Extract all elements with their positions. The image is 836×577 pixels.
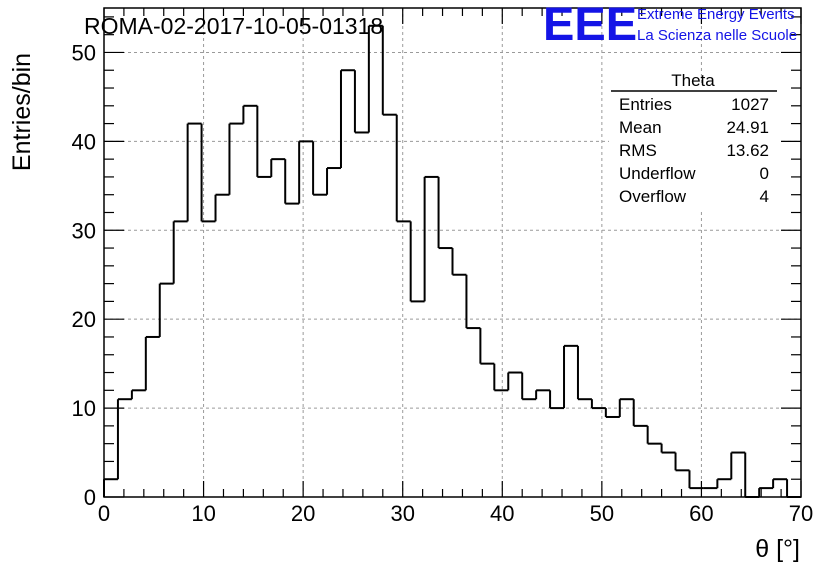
y-tick-label: 10	[72, 396, 96, 421]
x-tick-label: 50	[590, 501, 614, 526]
x-tick-label: 10	[191, 501, 215, 526]
stats-value: 13.62	[726, 141, 769, 160]
stats-value: 4	[760, 187, 769, 206]
y-tick-label: 0	[84, 485, 96, 510]
stats-label: Underflow	[619, 164, 696, 183]
x-tick-label: 70	[789, 501, 813, 526]
x-tick-label: 20	[291, 501, 315, 526]
stats-title: Theta	[671, 71, 715, 90]
stats-label: Entries	[619, 95, 672, 114]
y-tick-label: 30	[72, 218, 96, 243]
y-tick-label: 20	[72, 307, 96, 332]
stats-value: 1027	[731, 95, 769, 114]
y-axis-title: Entries/bin	[8, 53, 36, 171]
eee-logo: EEE	[543, 0, 637, 50]
x-tick-label: 30	[390, 501, 414, 526]
y-tick-label: 40	[72, 129, 96, 154]
stats-label: Overflow	[619, 187, 687, 206]
logo-line-2: La Scienza nelle Scuole	[637, 27, 797, 44]
x-tick-label: 40	[490, 501, 514, 526]
plot-frame	[103, 7, 802, 498]
x-axis-title: θ [°]	[755, 535, 800, 563]
stats-box: Theta Entries 1027 Mean 24.91 RMS 13.62 Underf…	[609, 71, 781, 212]
y-tick-label: 50	[72, 40, 96, 65]
x-tick-label: 60	[689, 501, 713, 526]
x-tick-label: 0	[98, 501, 110, 526]
run-label: ROMA-02-2017-10-05-01318	[84, 13, 383, 39]
stats-value: 0	[760, 164, 769, 183]
logo-line-1: Extreme Energy Events	[637, 6, 795, 23]
stats-label: RMS	[619, 141, 657, 160]
stats-value: 24.91	[726, 118, 769, 137]
stats-label: Mean	[619, 118, 662, 137]
